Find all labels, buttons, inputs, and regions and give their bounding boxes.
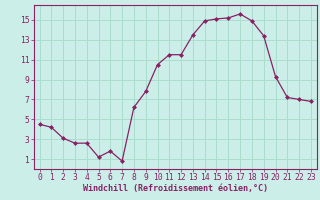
X-axis label: Windchill (Refroidissement éolien,°C): Windchill (Refroidissement éolien,°C) — [83, 184, 268, 193]
